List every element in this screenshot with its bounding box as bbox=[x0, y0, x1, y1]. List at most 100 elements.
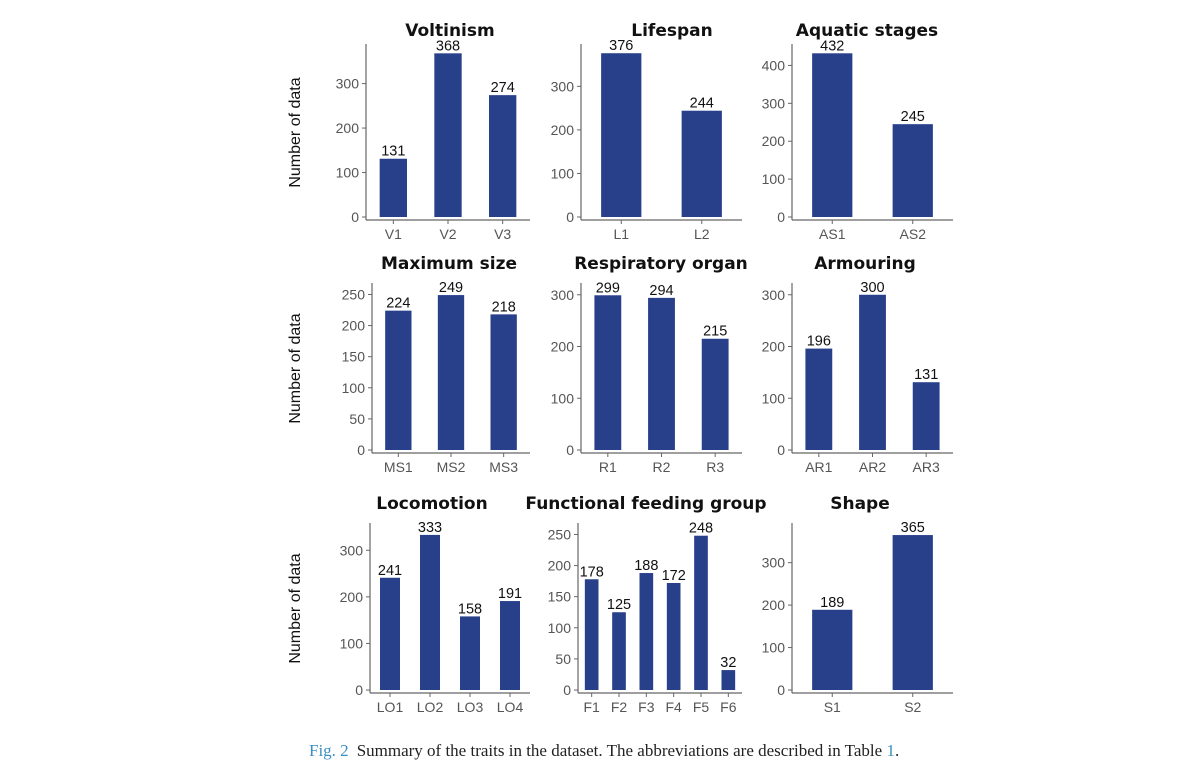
data-label: 368 bbox=[436, 38, 460, 54]
table-link[interactable]: 1 bbox=[886, 741, 895, 760]
data-label: 249 bbox=[439, 280, 463, 296]
y-tick-label: 150 bbox=[548, 589, 572, 605]
bar-f5 bbox=[694, 535, 708, 690]
data-label: 218 bbox=[492, 299, 516, 315]
panel-respiratory-organ: Respiratory organ 0 100 200 300 299 R1 294 R2 215… bbox=[551, 254, 748, 475]
x-tick-label: F4 bbox=[665, 699, 682, 715]
data-label: 178 bbox=[580, 564, 604, 580]
figure-2-trait-summary: Voltinism Number of data 0 100 200 300 131 V1 36… bbox=[287, 21, 953, 715]
y-tick-label: 100 bbox=[336, 165, 360, 181]
x-tick-label: MS3 bbox=[489, 459, 518, 475]
y-tick-label: 300 bbox=[762, 287, 786, 303]
data-label: 125 bbox=[607, 597, 631, 613]
panel-shape: Shape 0 100 200 300 189 S1 365 S2 bbox=[762, 494, 953, 715]
bar-l2 bbox=[681, 110, 722, 217]
x-tick-label: AS1 bbox=[819, 226, 846, 242]
data-label: 189 bbox=[820, 595, 844, 611]
panel-title: Voltinism bbox=[405, 21, 494, 41]
y-tick-label: 150 bbox=[342, 349, 366, 365]
y-tick-label: 0 bbox=[566, 209, 574, 225]
data-label: 365 bbox=[901, 520, 925, 536]
bar-lo1 bbox=[380, 577, 400, 690]
bar-f3 bbox=[639, 573, 654, 690]
y-axis-label: Number of data bbox=[287, 313, 304, 423]
panel-title: Aquatic stages bbox=[796, 21, 938, 41]
y-tick-label: 100 bbox=[340, 635, 364, 651]
y-tick-label: 100 bbox=[762, 171, 786, 187]
x-tick-label: AR3 bbox=[913, 459, 940, 475]
x-tick-label: S1 bbox=[824, 699, 841, 715]
data-label: 241 bbox=[378, 563, 402, 579]
bar-lo2 bbox=[420, 534, 440, 690]
x-tick-label: F5 bbox=[693, 699, 710, 715]
y-tick-label: 300 bbox=[551, 287, 575, 303]
panel-title: Lifespan bbox=[631, 21, 712, 41]
x-tick-label: F3 bbox=[638, 699, 655, 715]
bar-l1 bbox=[601, 53, 642, 217]
data-label: 274 bbox=[491, 80, 515, 96]
bar-v2 bbox=[434, 53, 462, 218]
data-label: 131 bbox=[914, 367, 938, 383]
y-tick-label: 200 bbox=[340, 589, 364, 605]
panel-title: Locomotion bbox=[376, 494, 487, 514]
panel-lifespan: Lifespan 0 100 200 300 376 L1 244 L2 bbox=[551, 21, 742, 242]
data-label: 300 bbox=[860, 280, 884, 296]
x-tick-label: MS2 bbox=[437, 459, 466, 475]
y-tick-label: 250 bbox=[342, 286, 366, 302]
panel-armouring: Armouring 0 100 200 300 196 AR1 300 AR2 131 AR3 bbox=[762, 254, 953, 475]
y-tick-label: 50 bbox=[555, 651, 571, 667]
data-label: 245 bbox=[901, 109, 925, 125]
data-label: 215 bbox=[703, 324, 727, 340]
bar-s1 bbox=[812, 609, 853, 690]
x-tick-label: V3 bbox=[494, 226, 511, 242]
caption-text: Summary of the traits in the dataset. Th… bbox=[356, 741, 887, 760]
y-axis-label: Number of data bbox=[287, 553, 304, 663]
bar-f1 bbox=[584, 579, 599, 690]
panel-title: Shape bbox=[830, 494, 890, 514]
y-tick-label: 100 bbox=[762, 390, 786, 406]
y-tick-label: 0 bbox=[777, 682, 785, 698]
y-tick-label: 0 bbox=[777, 442, 785, 458]
y-tick-label: 300 bbox=[340, 542, 364, 558]
x-tick-label: LO4 bbox=[497, 699, 524, 715]
panel-title: Functional feeding group bbox=[525, 494, 766, 514]
y-tick-label: 0 bbox=[563, 682, 571, 698]
y-tick-label: 300 bbox=[551, 78, 575, 94]
data-label: 244 bbox=[690, 96, 714, 112]
y-axis-label: Number of data bbox=[287, 77, 304, 187]
y-tick-label: 0 bbox=[355, 682, 363, 698]
bar-as1 bbox=[812, 53, 853, 217]
bar-ar3 bbox=[912, 382, 940, 450]
y-tick-label: 100 bbox=[551, 165, 575, 181]
bar-as2 bbox=[892, 124, 933, 217]
bar-ar1 bbox=[805, 348, 833, 450]
panel-maximum-size: Maximum size Number of data 0 50 100 150 200 25… bbox=[287, 254, 530, 475]
bar-r2 bbox=[648, 297, 675, 450]
y-tick-label: 100 bbox=[548, 620, 572, 636]
y-tick-label: 300 bbox=[762, 95, 786, 111]
panel-aquatic-stages: Aquatic stages 0 100 200 300 400 432 AS1 245 AS2 bbox=[762, 21, 953, 242]
data-label: 224 bbox=[386, 296, 410, 312]
panel-functional-feeding-group: Functional feeding group 0 50 100 150 200 250 1… bbox=[525, 494, 766, 715]
y-tick-label: 0 bbox=[351, 209, 359, 225]
bar-f2 bbox=[612, 612, 626, 690]
bar-r3 bbox=[701, 338, 729, 450]
data-label: 299 bbox=[596, 280, 620, 296]
bar-lo4 bbox=[500, 601, 520, 690]
data-label: 158 bbox=[458, 601, 482, 617]
data-label: 172 bbox=[662, 568, 686, 584]
y-tick-label: 0 bbox=[357, 442, 365, 458]
y-tick-label: 100 bbox=[342, 380, 366, 396]
data-label: 432 bbox=[820, 38, 844, 54]
data-label: 191 bbox=[498, 586, 522, 602]
x-tick-label: LO1 bbox=[377, 699, 404, 715]
bar-ar2 bbox=[859, 294, 886, 450]
panel-title: Maximum size bbox=[381, 254, 517, 274]
y-tick-label: 200 bbox=[336, 120, 360, 136]
y-tick-label: 100 bbox=[551, 390, 575, 406]
bar-ms2 bbox=[437, 295, 465, 450]
x-tick-label: AR1 bbox=[805, 459, 832, 475]
data-label: 131 bbox=[381, 144, 405, 160]
panel-title: Respiratory organ bbox=[574, 254, 748, 274]
panel-locomotion: Locomotion Number of data 0 100 200 300 241 LO1… bbox=[287, 494, 530, 715]
